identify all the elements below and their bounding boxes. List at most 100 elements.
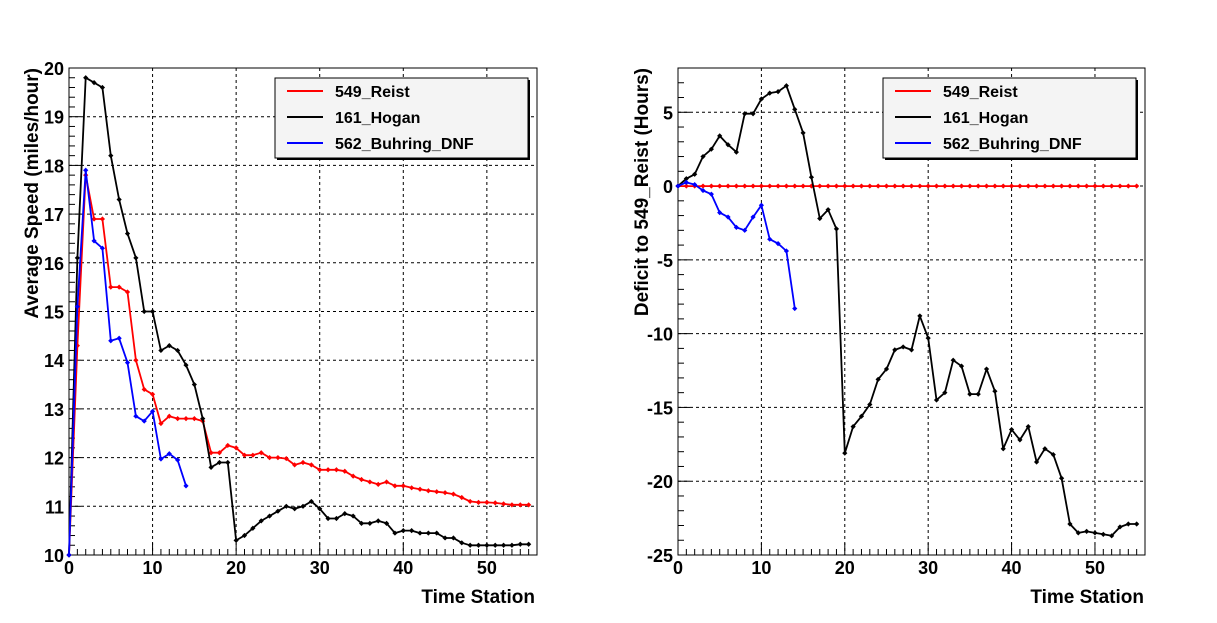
data-point: [484, 542, 490, 548]
data-point: [825, 207, 831, 213]
data-point: [124, 360, 131, 366]
y-tick-label: 5: [663, 103, 673, 123]
data-point: [783, 83, 790, 89]
data-point: [191, 381, 197, 388]
data-point: [775, 89, 781, 95]
data-point: [308, 462, 314, 468]
data-point: [517, 502, 523, 508]
y-tick-label: 18: [44, 156, 64, 176]
data-point: [767, 236, 773, 242]
data-point: [383, 520, 390, 526]
data-point: [208, 450, 214, 456]
data-point: [392, 530, 398, 536]
x-tick-label: 50: [477, 558, 497, 578]
data-point: [175, 457, 181, 463]
x-tick-label: 40: [1002, 558, 1022, 578]
legend-label: 161_Hogan: [335, 110, 420, 127]
data-point: [108, 153, 114, 159]
data-point: [983, 366, 990, 372]
data-point: [216, 450, 223, 456]
data-point: [400, 483, 406, 489]
data-point: [99, 84, 106, 91]
data-point: [967, 391, 973, 397]
y-tick-label: 17: [44, 205, 64, 225]
data-point: [775, 241, 781, 247]
data-point: [467, 498, 473, 505]
data-point: [333, 467, 340, 473]
data-point: [208, 464, 214, 470]
data-point: [733, 224, 739, 230]
data-point: [817, 215, 823, 222]
data-point: [275, 508, 281, 514]
data-point: [133, 255, 139, 261]
data-point: [509, 502, 515, 508]
data-point: [917, 183, 923, 189]
y-tick-label: -15: [647, 398, 673, 418]
data-point: [367, 479, 373, 485]
data-point: [825, 183, 831, 189]
y-tick-label: 20: [44, 59, 64, 79]
data-point: [1134, 183, 1140, 189]
data-point: [875, 183, 881, 189]
data-point: [450, 535, 457, 541]
data-point: [1042, 183, 1048, 189]
data-point: [692, 171, 698, 177]
data-point: [91, 238, 97, 244]
data-point: [842, 450, 848, 456]
data-point: [1059, 183, 1065, 189]
data-point: [342, 511, 348, 517]
data-point: [400, 528, 406, 534]
data-point: [858, 183, 865, 189]
data-point: [283, 455, 289, 462]
data-point: [908, 347, 915, 353]
data-point: [166, 413, 172, 419]
data-point: [275, 455, 281, 461]
legend-label: 562_Buhring_DNF: [335, 136, 474, 153]
data-point: [1092, 183, 1098, 189]
data-point: [300, 459, 306, 466]
data-point: [191, 416, 197, 422]
legend: 549_Reist 161_Hogan 562_Buhring_DNF: [274, 77, 530, 160]
data-point: [783, 248, 790, 254]
data-point: [158, 420, 164, 427]
data-point: [808, 174, 815, 180]
data-point: [950, 183, 956, 189]
data-point: [725, 142, 731, 148]
data-point: [1050, 452, 1056, 458]
data-point: [166, 342, 172, 349]
data-point: [767, 90, 773, 96]
data-point: [509, 542, 515, 548]
data-point: [717, 183, 723, 189]
data-point: [283, 503, 289, 509]
data-point: [933, 397, 940, 403]
x-tick-label: 10: [751, 558, 771, 578]
data-point: [233, 445, 239, 451]
data-point: [266, 513, 273, 519]
data-point: [983, 183, 990, 189]
x-tick-label: 0: [673, 558, 683, 578]
data-point: [942, 390, 948, 396]
data-point: [858, 413, 865, 419]
data-point: [99, 216, 106, 222]
chart-panel-2: 0 10 20 30 40 50 -25 -20 -15 -10 -5 0 5 Time Station D…: [632, 67, 1146, 608]
data-point: [892, 183, 898, 189]
y-axis-title: Deficit to 549_Reist (Hours): [632, 68, 653, 316]
data-point: [450, 491, 457, 497]
data-point: [700, 187, 706, 194]
y-tick-label: 0: [663, 177, 673, 197]
data-point: [925, 183, 931, 189]
data-point: [725, 183, 731, 189]
data-point: [158, 347, 164, 354]
data-point: [1117, 524, 1123, 530]
y-tick-label: -5: [657, 251, 673, 271]
data-point: [459, 494, 465, 501]
data-point: [442, 490, 448, 496]
data-point: [1008, 426, 1015, 433]
data-point: [1117, 183, 1123, 189]
data-point: [742, 227, 748, 233]
data-point: [1025, 424, 1031, 430]
data-point: [175, 416, 181, 422]
plot-frame: [68, 67, 538, 556]
data-point: [1033, 459, 1040, 465]
